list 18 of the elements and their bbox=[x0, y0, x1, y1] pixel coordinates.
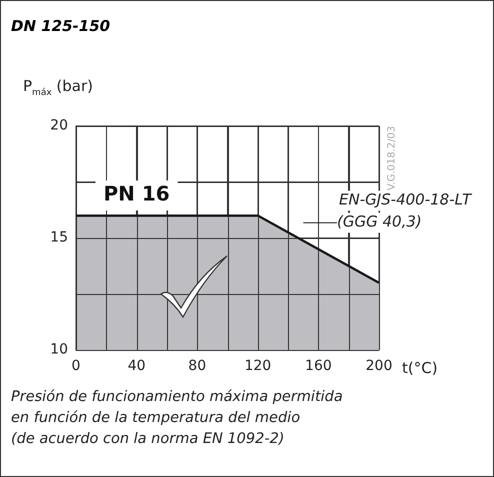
x-tick-label: 40 bbox=[128, 358, 146, 374]
series-label: EN-GJS-400-18-LT (GGG 40,3) bbox=[337, 190, 473, 231]
text: (de acuerdo con la norma EN 1092-2) bbox=[11, 430, 286, 449]
text: V.G.018.2/03 bbox=[386, 126, 398, 190]
chart-title: DN 125-150 bbox=[11, 17, 110, 35]
text: en función de la temperatura del medio bbox=[11, 409, 302, 428]
y-tick-label: 10 bbox=[50, 342, 68, 358]
x-tick-label: 80 bbox=[188, 358, 206, 374]
x-tick-label: 200 bbox=[366, 358, 392, 374]
x-axis-title: t(°C) bbox=[402, 359, 438, 377]
x-tick-label: 120 bbox=[244, 358, 272, 374]
y-tick-label: 20 bbox=[50, 118, 68, 134]
y-tick-label: 15 bbox=[50, 230, 68, 246]
x-tick-label: 0 bbox=[72, 358, 80, 374]
text: Presión de funcionamiento máxima permitida bbox=[11, 388, 343, 407]
y-axis-title: P$_{máx}$ (bar) bbox=[23, 77, 94, 98]
annotation: PN 16 bbox=[104, 182, 170, 206]
x-tick-label: 160 bbox=[305, 358, 332, 374]
